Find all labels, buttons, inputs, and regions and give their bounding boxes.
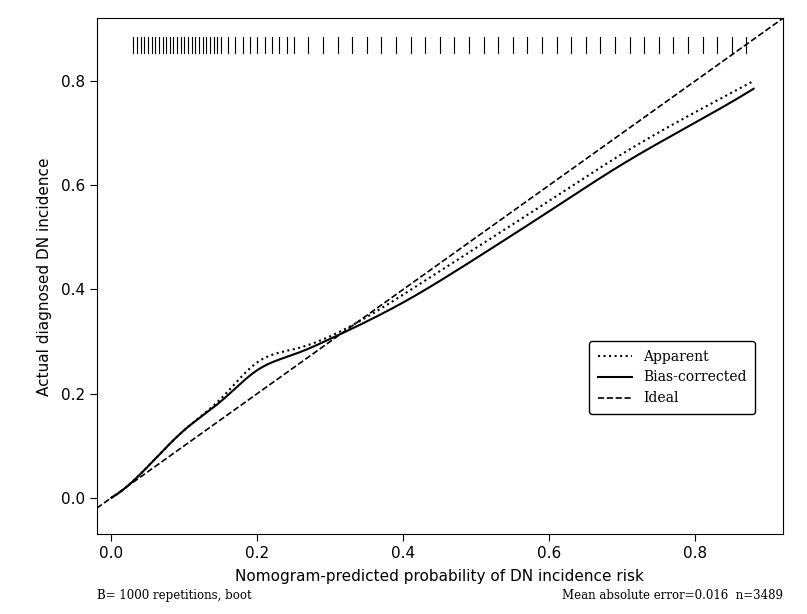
Y-axis label: Actual diagnosed DN incidence: Actual diagnosed DN incidence (37, 157, 52, 395)
Text: B= 1000 repetitions, boot: B= 1000 repetitions, boot (97, 589, 252, 602)
Text: Mean absolute error=0.016  n=3489: Mean absolute error=0.016 n=3489 (562, 589, 783, 602)
Legend: Apparent, Bias-corrected, Ideal: Apparent, Bias-corrected, Ideal (589, 341, 755, 414)
X-axis label: Nomogram-predicted probability of DN incidence risk: Nomogram-predicted probability of DN inc… (236, 569, 644, 585)
